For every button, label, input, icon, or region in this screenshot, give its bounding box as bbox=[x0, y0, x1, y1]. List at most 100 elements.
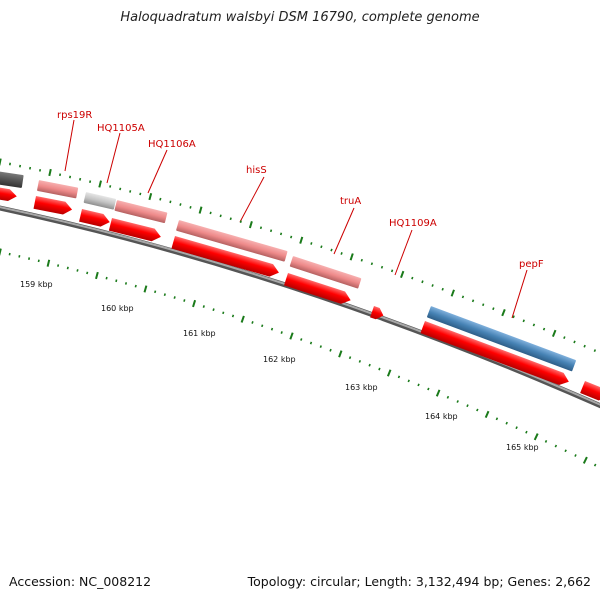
minor-tick bbox=[348, 356, 352, 360]
minor-tick bbox=[431, 284, 434, 287]
minor-tick bbox=[593, 463, 597, 467]
minor-tick bbox=[340, 252, 343, 255]
cds-arrow bbox=[580, 381, 600, 401]
minor-tick bbox=[231, 314, 235, 318]
kbp-label: 160 kbp bbox=[101, 304, 134, 313]
minor-tick bbox=[139, 192, 142, 196]
minor-tick bbox=[471, 299, 475, 303]
genome-summary: Topology: circular; Length: 3,132,494 bp… bbox=[247, 574, 591, 589]
cds-arrow bbox=[108, 218, 161, 242]
tick-row-lower bbox=[0, 248, 597, 467]
major-tick bbox=[46, 259, 51, 267]
kbp-label: 162 kbp bbox=[263, 355, 296, 364]
minor-tick bbox=[411, 276, 414, 280]
minor-tick bbox=[593, 349, 597, 353]
minor-tick bbox=[330, 248, 333, 252]
accession-text: Accession: NC_008212 bbox=[9, 574, 152, 589]
minor-tick bbox=[583, 344, 586, 348]
minor-tick bbox=[378, 367, 381, 371]
minor-tick bbox=[427, 387, 430, 391]
minor-tick bbox=[159, 197, 162, 201]
cds-arrow bbox=[420, 321, 569, 386]
gene-label-truA: truA bbox=[340, 196, 361, 207]
minor-tick bbox=[154, 290, 157, 294]
minor-tick bbox=[134, 284, 137, 288]
backbone-line bbox=[0, 205, 600, 409]
minor-tick bbox=[129, 190, 132, 193]
minor-tick bbox=[173, 296, 176, 299]
minor-tick bbox=[269, 229, 273, 233]
minor-tick bbox=[28, 257, 31, 260]
major-tick bbox=[143, 285, 148, 293]
minor-tick bbox=[109, 185, 112, 188]
gene-label-HQ1109A: HQ1109A bbox=[389, 218, 437, 229]
major-tick bbox=[533, 433, 539, 441]
leader-line bbox=[106, 132, 121, 184]
cds-track bbox=[0, 187, 600, 401]
minor-tick bbox=[329, 348, 332, 352]
major-tick bbox=[501, 309, 506, 317]
cds-arrow bbox=[33, 196, 73, 215]
gene-block-HQ1105A bbox=[83, 192, 117, 210]
minor-tick bbox=[574, 454, 577, 457]
major-tick bbox=[582, 456, 588, 464]
gene-block bbox=[0, 171, 24, 188]
leader-line bbox=[511, 269, 528, 319]
cds-arrow bbox=[171, 236, 279, 277]
minor-tick bbox=[259, 226, 263, 230]
minor-tick bbox=[89, 180, 92, 184]
cds-arrow bbox=[283, 273, 351, 304]
minor-tick bbox=[290, 235, 293, 239]
gene-labels: rps19R HQ1105A HQ1106A hisS truA HQ1109A… bbox=[57, 110, 544, 270]
major-tick bbox=[148, 192, 153, 201]
major-tick bbox=[400, 270, 405, 279]
gene-block-rps19R bbox=[37, 180, 79, 199]
major-tick bbox=[435, 389, 441, 397]
minor-tick bbox=[39, 169, 42, 172]
minor-tick bbox=[270, 327, 274, 331]
minor-tick bbox=[319, 345, 322, 348]
minor-tick bbox=[522, 319, 525, 323]
gene-label-HQ1105A: HQ1105A bbox=[97, 123, 145, 134]
minor-tick bbox=[554, 444, 558, 448]
minor-tick bbox=[229, 217, 232, 221]
kbp-label: 165 kbp bbox=[506, 443, 539, 452]
minor-tick bbox=[57, 264, 60, 267]
minor-tick bbox=[59, 173, 62, 177]
minor-tick bbox=[19, 164, 22, 168]
cds-arrow bbox=[0, 187, 17, 202]
leader-line bbox=[147, 149, 168, 194]
major-tick bbox=[338, 350, 343, 358]
minor-tick bbox=[183, 299, 186, 302]
leader-line bbox=[394, 229, 413, 276]
minor-tick bbox=[407, 379, 410, 383]
map-title: Haloquadratum walsbyi DSM 16790, complet… bbox=[120, 10, 480, 25]
minor-tick bbox=[525, 430, 528, 434]
minor-tick bbox=[320, 245, 323, 249]
minor-tick bbox=[69, 175, 72, 179]
minor-tick bbox=[563, 336, 566, 340]
minor-tick bbox=[119, 187, 122, 191]
minor-tick bbox=[368, 363, 371, 367]
major-tick bbox=[0, 248, 2, 256]
major-tick bbox=[198, 206, 203, 214]
minor-tick bbox=[163, 293, 166, 297]
cds-arrow bbox=[370, 306, 384, 320]
minor-tick bbox=[124, 282, 128, 285]
minor-tick bbox=[105, 276, 108, 280]
leader-lines bbox=[64, 119, 528, 319]
minor-tick bbox=[239, 220, 242, 224]
minor-tick bbox=[8, 252, 11, 256]
minor-tick bbox=[456, 400, 459, 403]
major-tick bbox=[48, 168, 52, 177]
minor-tick bbox=[505, 421, 508, 425]
leader-line bbox=[333, 207, 355, 255]
minor-tick bbox=[300, 338, 303, 341]
minor-tick bbox=[279, 232, 283, 236]
minor-tick bbox=[441, 287, 444, 291]
minor-tick bbox=[461, 295, 465, 299]
leader-line bbox=[64, 119, 75, 172]
major-tick bbox=[450, 289, 455, 297]
minor-tick bbox=[542, 327, 546, 331]
minor-tick bbox=[76, 269, 79, 272]
